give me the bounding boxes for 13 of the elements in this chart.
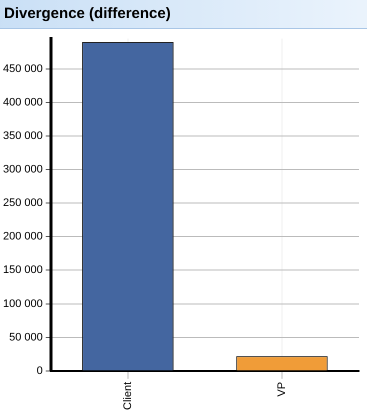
- y-tick-label: 300 000: [2, 164, 43, 176]
- x-tick-label: VP: [276, 382, 288, 397]
- y-tick-label: 200 000: [2, 230, 43, 243]
- y-tick-label: 450 000: [2, 62, 43, 75]
- y-tick-label: 100 000: [2, 298, 43, 310]
- y-tick-label: 0: [36, 364, 43, 377]
- x-tick-label: Client: [122, 382, 134, 410]
- y-tick-label: 150 000: [2, 264, 43, 276]
- y-tick-label: 400 000: [2, 96, 43, 108]
- y-tick-label: 350 000: [2, 130, 43, 142]
- y-tick-label: 250 000: [2, 197, 43, 210]
- chart-title: Divergence (difference): [0, 0, 367, 29]
- y-tick-label: 50 000: [9, 331, 43, 344]
